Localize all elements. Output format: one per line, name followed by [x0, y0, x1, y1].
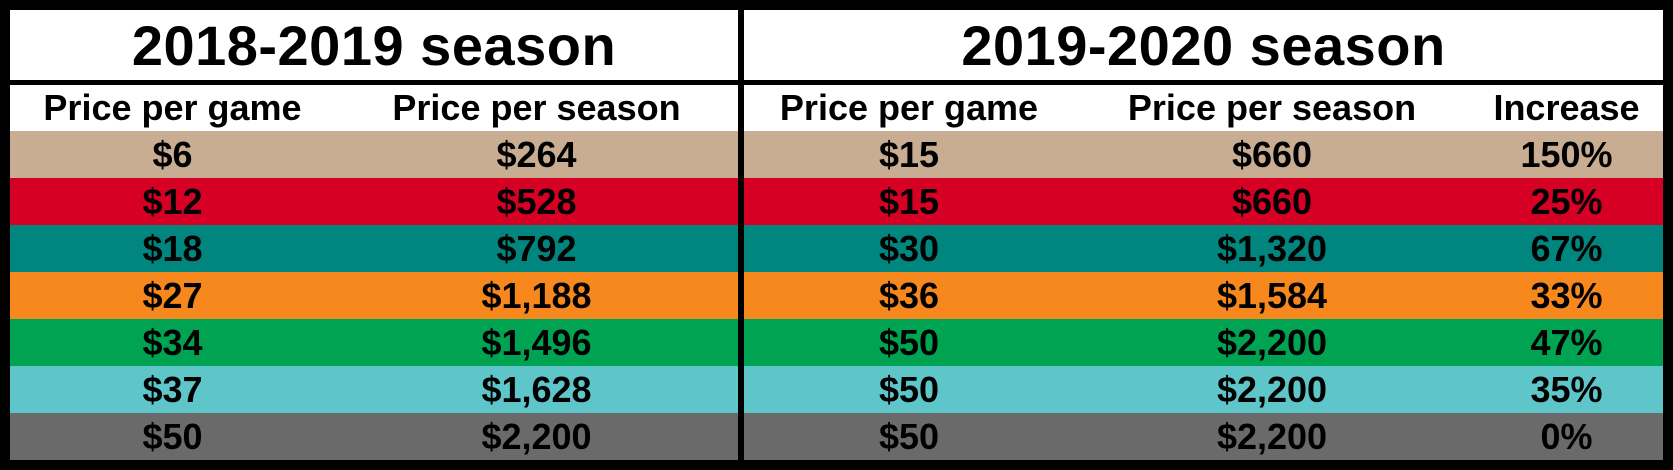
price-per-season: $660 [1231, 180, 1313, 222]
price-per-season: $2,200 [481, 415, 592, 457]
table-row: $50 $2,200 [10, 413, 738, 460]
header-price-per-season: Price per season [1127, 87, 1417, 128]
table-row: $34 $1,496 [10, 319, 738, 366]
price-per-game: $30 [878, 227, 940, 269]
table-row: $50 $2,200 35% [744, 366, 1663, 413]
price-per-game: $6 [152, 133, 193, 175]
price-per-season: $660 [1231, 133, 1313, 175]
column-headers: Price per game Price per season Increase [744, 85, 1663, 131]
header-price-per-season: Price per season [392, 87, 681, 128]
increase-percent: 35% [1530, 368, 1603, 410]
price-per-season: $792 [496, 227, 577, 269]
table-row: $37 $1,628 [10, 366, 738, 413]
price-per-season: $1,320 [1216, 227, 1328, 269]
season-title: 2018-2019 season [10, 10, 738, 80]
price-per-season: $1,496 [481, 321, 592, 363]
table-row: $36 $1,584 33% [744, 272, 1663, 319]
price-per-game: $34 [142, 321, 203, 363]
price-per-game: $50 [878, 321, 940, 363]
price-rows: $15 $660 150% $15 $660 25% $30 $1,320 67… [744, 131, 1663, 460]
price-per-game: $36 [878, 274, 940, 316]
price-per-season: $264 [496, 133, 577, 175]
price-per-game: $15 [878, 133, 940, 175]
increase-percent: 67% [1530, 227, 1603, 269]
column-headers: Price per game Price per season [10, 85, 738, 131]
season-title: 2019-2020 season [744, 10, 1663, 80]
season-2019-2020-panel: 2019-2020 season Price per game Price pe… [744, 10, 1663, 460]
table-row: $50 $2,200 47% [744, 319, 1663, 366]
price-rows: $6 $264 $12 $528 $18 $792 $27 $1,188 $34… [10, 131, 738, 460]
price-per-game: $50 [878, 415, 940, 457]
price-per-game: $50 [878, 368, 940, 410]
price-per-game: $37 [142, 368, 203, 410]
table-row: $15 $660 25% [744, 178, 1663, 225]
price-per-game: $27 [142, 274, 203, 316]
increase-percent: 150% [1520, 133, 1613, 175]
header-increase: Increase [1493, 87, 1640, 128]
table-row: $12 $528 [10, 178, 738, 225]
price-per-season: $1,188 [481, 274, 592, 316]
price-per-game: $18 [142, 227, 203, 269]
increase-percent: 33% [1530, 274, 1603, 316]
price-per-game: $15 [878, 180, 940, 222]
increase-percent: 25% [1530, 180, 1603, 222]
table-row: $50 $2,200 0% [744, 413, 1663, 460]
increase-percent: 47% [1530, 321, 1603, 363]
table-row: $15 $660 150% [744, 131, 1663, 178]
price-per-season: $528 [496, 180, 577, 222]
price-per-season: $1,628 [481, 368, 592, 410]
season-2018-2019-panel: 2018-2019 season Price per game Price pe… [10, 10, 738, 460]
price-per-game: $12 [142, 180, 203, 222]
header-price-per-game: Price per game [779, 87, 1039, 128]
table-row: $27 $1,188 [10, 272, 738, 319]
header-price-per-game: Price per game [43, 87, 302, 128]
price-per-season: $2,200 [1216, 321, 1328, 363]
price-per-season: $2,200 [1216, 368, 1328, 410]
price-per-season: $1,584 [1216, 274, 1328, 316]
price-per-season: $2,200 [1216, 415, 1328, 457]
increase-percent: 0% [1540, 415, 1593, 457]
price-per-game: $50 [142, 415, 203, 457]
table-row: $18 $792 [10, 225, 738, 272]
table-row: $6 $264 [10, 131, 738, 178]
table-row: $30 $1,320 67% [744, 225, 1663, 272]
